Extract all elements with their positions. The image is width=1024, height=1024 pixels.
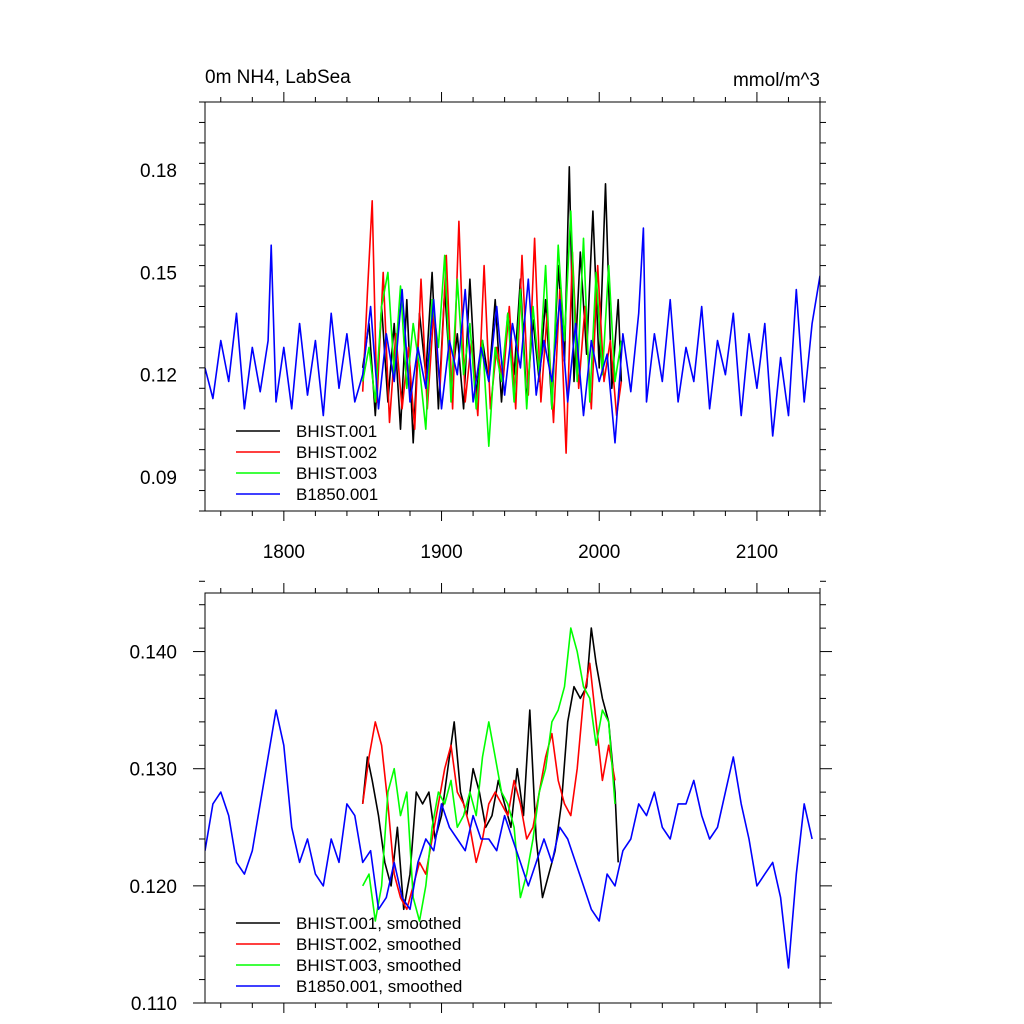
y-tick-label: 0.15 bbox=[140, 263, 177, 284]
top-panel: 0m NH4, LabSea mmol/m^3 1800 1900 2000 2100… bbox=[140, 67, 826, 563]
legend-entry: BHIST.002 bbox=[296, 443, 377, 462]
plot-frame bbox=[204, 592, 821, 1004]
legend-entry: BHIST.002, smoothed bbox=[296, 935, 461, 954]
series-line-4 bbox=[205, 227, 820, 444]
y-tick-label: 0.18 bbox=[140, 161, 177, 182]
y-tick-label: 0.110 bbox=[131, 994, 177, 1015]
x-tick-label: 2100 bbox=[736, 542, 778, 563]
series-line-2 bbox=[361, 200, 623, 454]
top-panel-units: mmol/m^3 bbox=[733, 70, 820, 91]
legend-entry: BHIST.003, smoothed bbox=[296, 956, 461, 975]
legend-entry: B1850.001, smoothed bbox=[296, 977, 462, 996]
series-line-3 bbox=[361, 627, 616, 922]
legend-entry: BHIST.001 bbox=[296, 422, 377, 441]
x-tick-label: 1800 bbox=[263, 542, 305, 563]
legend-entry: B1850.001 bbox=[296, 485, 378, 504]
y-tick-label: 0.140 bbox=[129, 643, 177, 664]
series-line-2 bbox=[361, 662, 616, 911]
x-tick-label: 2000 bbox=[578, 542, 620, 563]
legend-entry: BHIST.003 bbox=[296, 464, 377, 483]
series-line-1 bbox=[361, 627, 619, 911]
y-tick-label: 0.120 bbox=[129, 877, 177, 898]
series-line-1 bbox=[361, 166, 623, 444]
y-tick-label: 0.09 bbox=[140, 468, 177, 489]
top-panel-title: 0m NH4, LabSea bbox=[205, 67, 351, 88]
y-tick-label: 0.130 bbox=[129, 760, 177, 781]
series-line-4 bbox=[205, 709, 813, 969]
x-tick-label: 1900 bbox=[420, 542, 462, 563]
bottom-panel: 0.110 0.120 0.130 0.140 BHIST.001, smoothed B… bbox=[129, 580, 832, 1015]
legend-entry: BHIST.001, smoothed bbox=[296, 914, 461, 933]
y-tick-label: 0.12 bbox=[140, 366, 177, 387]
